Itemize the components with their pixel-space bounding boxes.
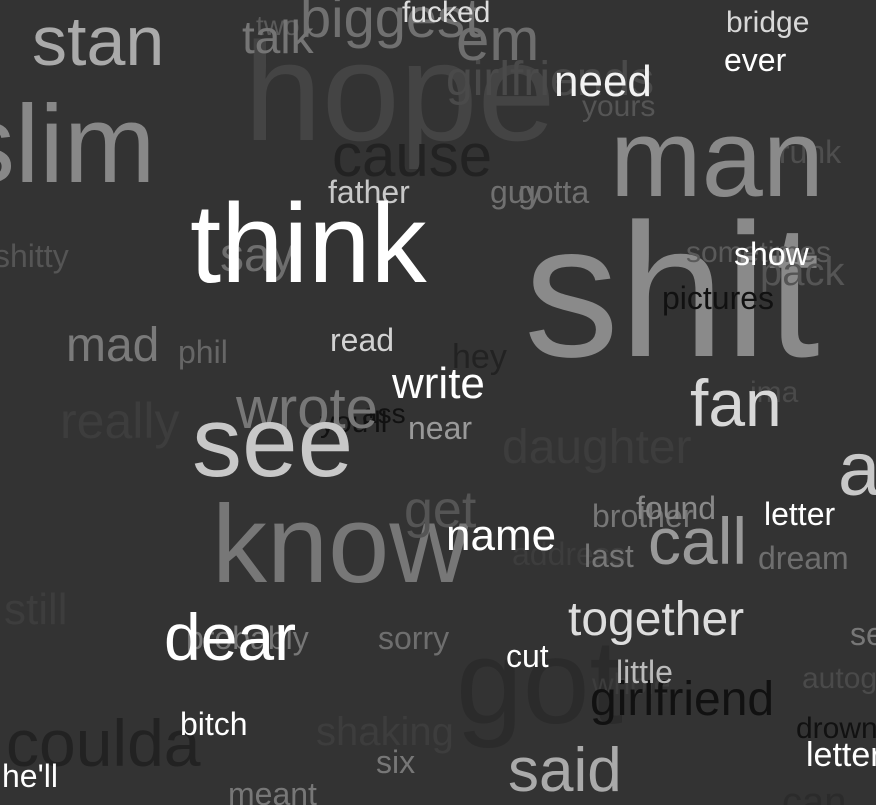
word-found: found	[636, 490, 717, 526]
word-girlfriends: girlfriends	[446, 53, 655, 106]
word-cause: cause	[332, 122, 493, 189]
word-letter: letter	[764, 496, 836, 532]
word-read: read	[330, 322, 395, 358]
word-think: think	[190, 181, 427, 306]
word-stan: stan	[32, 2, 165, 80]
word-two: two	[256, 10, 300, 41]
word-father: father	[328, 174, 410, 210]
word-guy: guy	[490, 174, 542, 210]
word-last: last	[584, 538, 634, 574]
word-say: say	[220, 229, 295, 282]
word-sorry: sorry	[378, 620, 450, 656]
word-girlfriend: girlfriend	[590, 673, 775, 726]
word-man: man	[610, 97, 824, 220]
word-see: see	[192, 386, 354, 498]
word-shit: shit	[524, 185, 820, 397]
word-biggest: biggest	[300, 0, 481, 49]
word-slim: slim	[0, 83, 156, 206]
word-sent: sent	[850, 616, 876, 652]
word-yours: yours	[582, 90, 656, 123]
word-ever: ever	[724, 42, 787, 78]
word-meant: meant	[228, 776, 317, 805]
word-autograph: autograph	[802, 662, 876, 695]
word-name: name	[446, 511, 557, 560]
word-need: need	[554, 57, 652, 106]
word-mad: mad	[66, 319, 160, 372]
word-call: call	[648, 504, 748, 578]
word-ass: ass	[362, 398, 406, 429]
word-shaking: shaking	[316, 710, 454, 754]
word-got: got	[456, 615, 623, 749]
word-six: six	[376, 744, 416, 780]
word-show: show	[734, 236, 809, 272]
word-dear: dear	[164, 600, 297, 674]
word-dream: dream	[758, 540, 849, 576]
word-em: em	[456, 6, 540, 73]
word-hope: hope	[244, 13, 556, 170]
word-know: know	[212, 483, 469, 606]
word-hell: he'll	[2, 758, 58, 794]
word-pack: pack	[760, 250, 845, 294]
word-address: address	[512, 536, 626, 572]
word-pictures: pictures	[662, 280, 775, 316]
word-a: a	[838, 427, 876, 512]
word-youll: you'll	[320, 406, 388, 439]
word-hey: hey	[452, 338, 507, 376]
word-trunk: trunk	[770, 134, 842, 170]
word-fan: fan	[690, 366, 782, 440]
word-little: little	[616, 654, 673, 690]
word-brother: brother	[592, 498, 694, 534]
word-near: near	[408, 410, 473, 446]
word-still: still	[4, 585, 68, 634]
word-said: said	[508, 736, 622, 805]
word-daughter: daughter	[502, 421, 692, 474]
word-gotta: gotta	[518, 174, 590, 210]
word-bridge: bridge	[726, 6, 810, 39]
word-get: get	[404, 481, 477, 539]
word-phil: phil	[178, 334, 228, 370]
word-can: can	[782, 780, 847, 805]
word-drowning: drowning	[796, 712, 876, 745]
word-coulda: coulda	[6, 706, 201, 780]
word-probably: probably	[186, 620, 309, 656]
word-bitch: bitch	[180, 706, 248, 742]
word-fucked: fucked	[402, 0, 491, 29]
word-shitty: shitty	[0, 238, 69, 274]
word-together: together	[568, 593, 745, 646]
word-talk: talk	[242, 11, 314, 63]
word-sometimes: sometimes	[686, 236, 832, 269]
word-cut: cut	[506, 638, 549, 674]
word-letters: letters	[806, 736, 876, 774]
word-wrote: wrote	[236, 376, 378, 441]
word-really: really	[60, 393, 180, 449]
word-write: write	[392, 359, 485, 408]
word-whole: whole	[592, 668, 671, 701]
word-ima: ima	[750, 376, 799, 409]
